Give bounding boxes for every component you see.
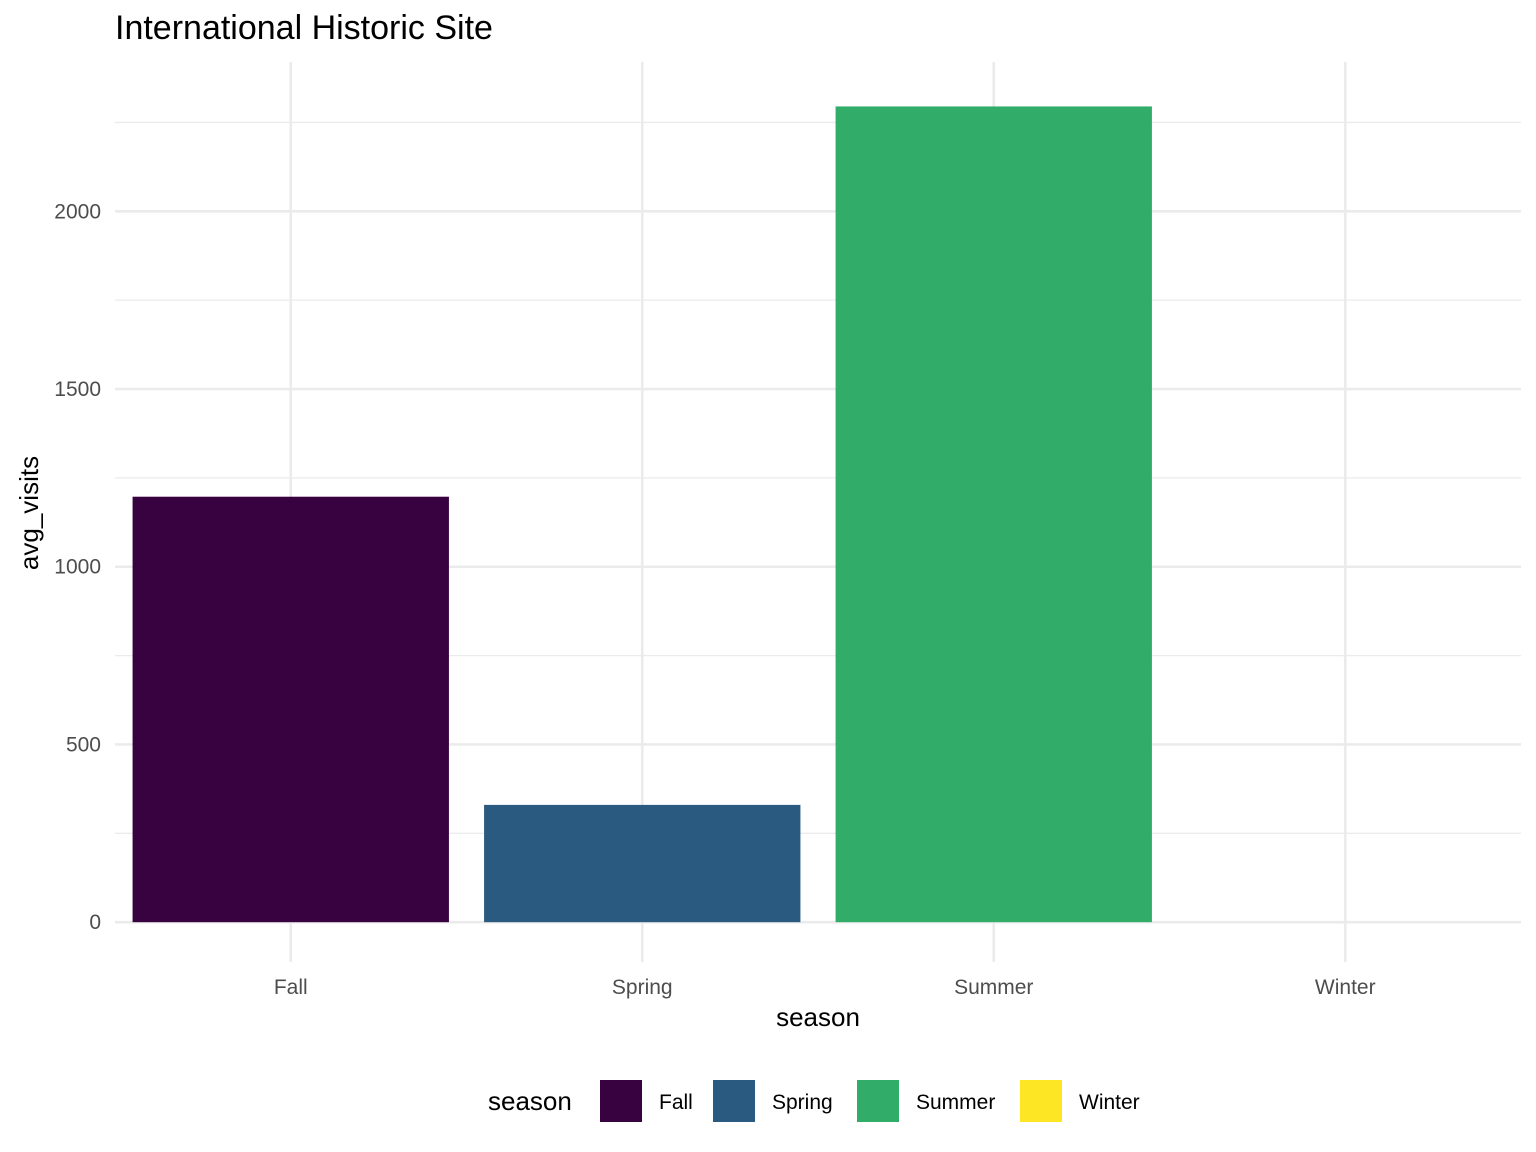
legend-key-summer bbox=[857, 1080, 899, 1122]
y-axis-title: avg_visits bbox=[14, 456, 44, 570]
legend-title: season bbox=[488, 1086, 572, 1116]
y-tick-label: 1500 bbox=[54, 378, 101, 401]
legend-key-fall bbox=[600, 1080, 642, 1122]
legend-label-winter: Winter bbox=[1079, 1091, 1140, 1114]
bar-summer bbox=[835, 106, 1152, 923]
x-tick-label-spring: Spring bbox=[612, 976, 673, 999]
y-tick-label: 1000 bbox=[54, 556, 101, 579]
x-axis-title: season bbox=[776, 1002, 860, 1032]
legend-key-spring bbox=[713, 1080, 755, 1122]
legend-key-winter bbox=[1020, 1080, 1062, 1122]
bars bbox=[132, 106, 1152, 923]
x-tick-label-summer: Summer bbox=[954, 976, 1033, 999]
legend-label-spring: Spring bbox=[772, 1091, 833, 1114]
bar-spring bbox=[484, 804, 801, 923]
x-tick-label-winter: Winter bbox=[1315, 976, 1376, 999]
x-axis-tick-labels: Fall Spring Summer Winter bbox=[274, 976, 1376, 999]
y-axis-tick-labels: 0 500 1000 1500 2000 bbox=[54, 200, 101, 934]
legend-label-summer: Summer bbox=[916, 1091, 995, 1114]
y-tick-label: 500 bbox=[66, 733, 101, 756]
bar-fall bbox=[132, 496, 449, 923]
legend-label-fall: Fall bbox=[659, 1091, 693, 1114]
legend: season Fall Spring Summer Winter bbox=[488, 1080, 1140, 1122]
y-tick-label: 0 bbox=[89, 911, 101, 934]
chart-title: International Historic Site bbox=[115, 9, 493, 47]
y-tick-label: 2000 bbox=[54, 200, 101, 223]
x-tick-label-fall: Fall bbox=[274, 976, 308, 999]
